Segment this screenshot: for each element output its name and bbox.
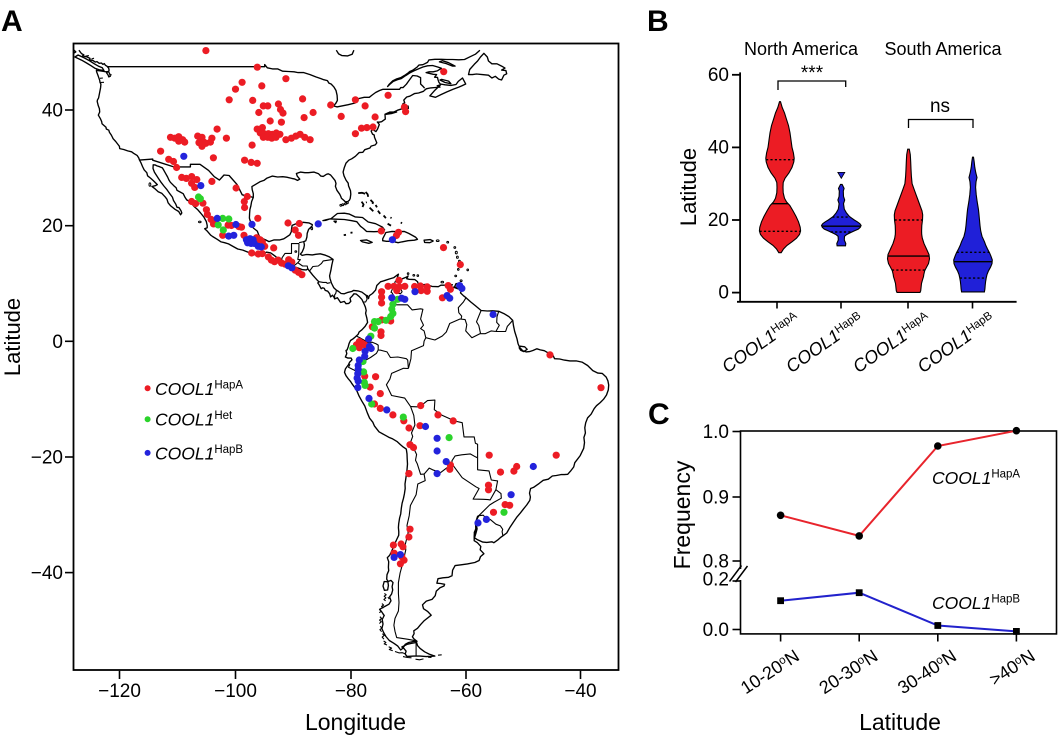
svg-text:A: A [1, 5, 23, 38]
svg-text:ns: ns [930, 96, 950, 117]
svg-text:0.8: 0.8 [703, 552, 729, 573]
svg-text:−80: −80 [335, 681, 367, 702]
svg-text:Longitude: Longitude [305, 709, 406, 735]
svg-text:0.9: 0.9 [703, 488, 729, 509]
svg-text:−40: −40 [31, 563, 63, 584]
svg-text:0.2: 0.2 [703, 570, 729, 591]
svg-text:Frequency: Frequency [669, 460, 695, 569]
svg-text:0: 0 [718, 283, 729, 304]
svg-text:−100: −100 [214, 681, 257, 702]
svg-text:COOL1Het: COOL1Het [155, 410, 233, 430]
svg-text:South America: South America [884, 39, 1002, 59]
svg-text:0: 0 [52, 332, 63, 353]
svg-text:60: 60 [708, 65, 729, 86]
svg-text:−20: −20 [31, 448, 63, 469]
svg-text:Latitude: Latitude [676, 148, 701, 226]
svg-text:***: *** [801, 63, 824, 84]
svg-text:−40: −40 [564, 681, 596, 702]
svg-text:Latitude: Latitude [859, 709, 941, 735]
svg-text:1.0: 1.0 [703, 422, 729, 443]
svg-text:Latitude: Latitude [0, 298, 25, 376]
svg-text:−120: −120 [98, 681, 141, 702]
svg-text:20: 20 [708, 210, 729, 231]
svg-text:−60: −60 [450, 681, 482, 702]
svg-text:C: C [648, 398, 670, 431]
svg-text:40: 40 [708, 137, 729, 158]
svg-text:20: 20 [42, 216, 63, 237]
svg-text:North America: North America [744, 39, 859, 59]
svg-text:0.0: 0.0 [703, 620, 729, 641]
svg-text:B: B [647, 5, 669, 38]
svg-text:40: 40 [42, 101, 63, 122]
